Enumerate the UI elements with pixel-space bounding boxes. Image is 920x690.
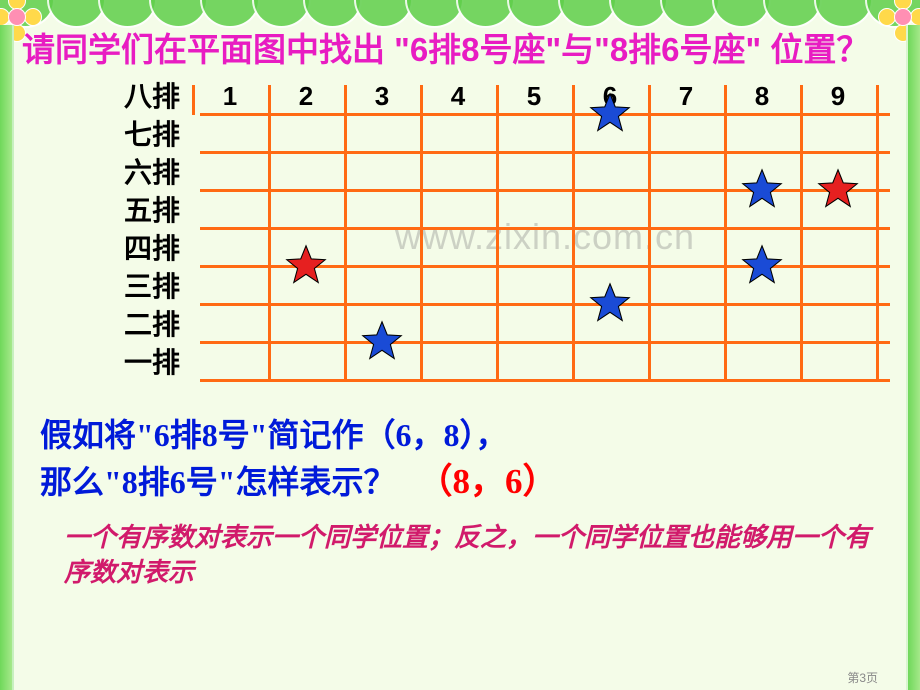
col-number: 7 <box>671 81 701 112</box>
page-number: 第3页 <box>847 669 878 686</box>
grid-vline <box>344 85 347 379</box>
explanation: 一个有序数对表示一个同学位置；反之，一个同学位置也能够用一个有序数对表示 <box>22 520 898 590</box>
col-number: 9 <box>823 81 853 112</box>
grid-vline <box>192 85 195 115</box>
grid-vline <box>572 85 575 379</box>
star-marker <box>285 244 327 286</box>
grid-hline <box>200 379 890 382</box>
grid-vline <box>496 85 499 379</box>
star-marker <box>589 92 631 134</box>
row-label: 二排 <box>90 307 180 345</box>
question-2: 假如将"6排8号"简记作（6，8）， 那么"8排6号"怎样表示？ （8，6） <box>22 413 898 507</box>
top-scallop-border <box>0 0 920 28</box>
row-label: 五排 <box>90 193 180 231</box>
grid-vline <box>648 85 651 379</box>
q2-line2: 那么"8排6号"怎样表示？ <box>40 464 396 500</box>
star-marker <box>361 320 403 362</box>
grid-vline <box>420 85 423 379</box>
star-marker <box>741 244 783 286</box>
grid-vline <box>724 85 727 379</box>
row-label: 七排 <box>90 117 180 155</box>
col-number: 1 <box>215 81 245 112</box>
star-marker <box>817 168 859 210</box>
star-marker <box>741 168 783 210</box>
side-border-right <box>906 25 920 690</box>
side-border-left <box>0 25 14 690</box>
row-label: 一排 <box>90 345 180 383</box>
col-number: 2 <box>291 81 321 112</box>
row-labels: 八排七排六排五排四排三排二排一排 <box>90 79 180 383</box>
answer: （8，6） <box>418 462 558 501</box>
grid-hline <box>200 303 890 306</box>
grid-vline <box>268 85 271 379</box>
grid-hline <box>200 189 890 192</box>
col-number: 8 <box>747 81 777 112</box>
grid-vline <box>876 85 879 379</box>
col-number: 3 <box>367 81 397 112</box>
col-number: 5 <box>519 81 549 112</box>
grid-hline <box>200 151 890 154</box>
title-question: 请同学们在平面图中找出 "6排8号座"与"8排6号座" 位置？ <box>22 28 898 73</box>
seating-chart: 八排七排六排五排四排三排二排一排 www.zixin.com.cn 123456… <box>92 79 898 399</box>
row-label: 四排 <box>90 231 180 269</box>
grid-vline <box>800 85 803 379</box>
col-number: 4 <box>443 81 473 112</box>
q2-line1: 假如将"6排8号"简记作（6，8）， <box>40 417 508 453</box>
row-label: 八排 <box>90 79 180 117</box>
grid-area: www.zixin.com.cn 123456789 <box>200 85 890 389</box>
star-marker <box>589 282 631 324</box>
grid-hline <box>200 341 890 344</box>
row-label: 三排 <box>90 269 180 307</box>
grid-hline <box>200 113 890 116</box>
grid-hline <box>200 227 890 230</box>
row-label: 六排 <box>90 155 180 193</box>
slide-content: 请同学们在平面图中找出 "6排8号座"与"8排6号座" 位置？ 八排七排六排五排… <box>16 28 904 690</box>
